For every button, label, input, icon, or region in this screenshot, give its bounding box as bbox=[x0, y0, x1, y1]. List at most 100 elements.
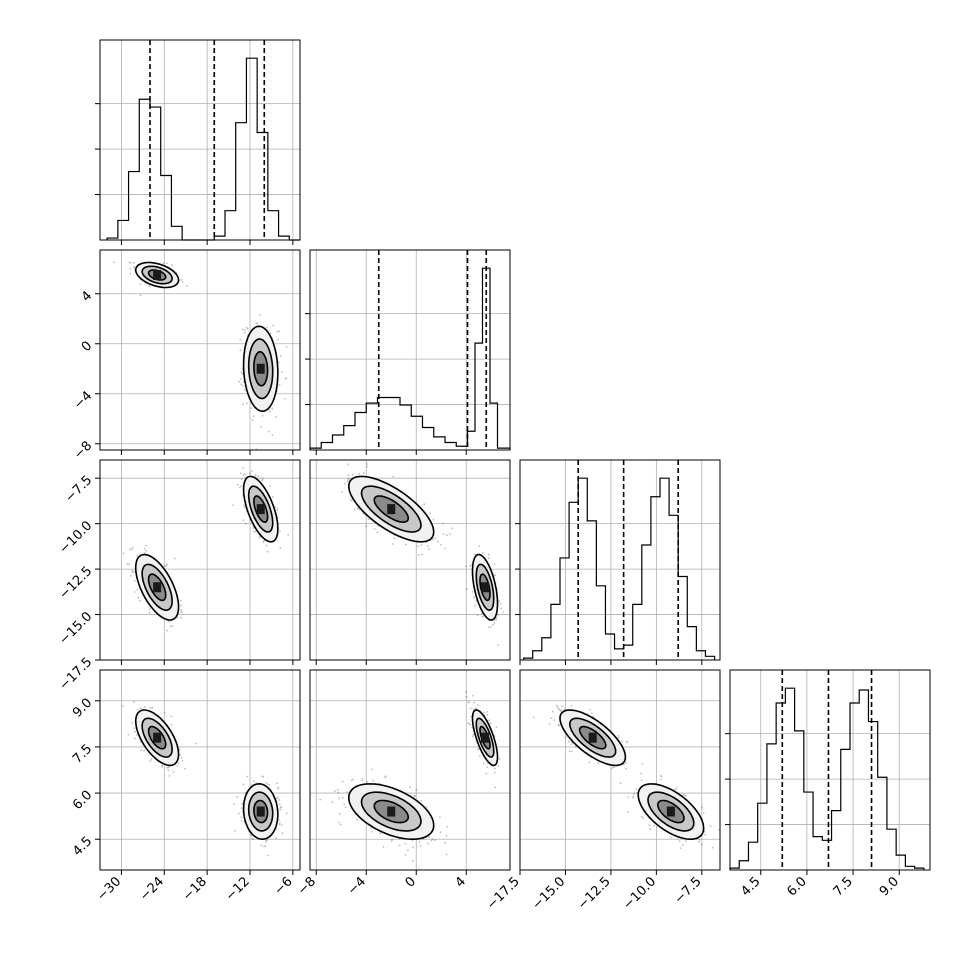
sample-point bbox=[670, 836, 673, 839]
sample-point bbox=[653, 824, 656, 827]
density-core-3-2-1 bbox=[666, 806, 675, 817]
sample-point bbox=[129, 272, 132, 275]
sample-point bbox=[497, 613, 500, 616]
sample-point bbox=[243, 504, 245, 506]
panel-1-0: −8 −4 0 4 bbox=[71, 249, 301, 463]
sample-point bbox=[143, 749, 146, 752]
sample-point bbox=[346, 791, 348, 794]
sample-point bbox=[256, 322, 259, 325]
sample-point bbox=[679, 847, 682, 849]
sample-point bbox=[333, 790, 336, 793]
sample-point bbox=[476, 704, 479, 706]
sample-point bbox=[172, 771, 175, 773]
sample-point bbox=[255, 322, 258, 325]
sample-point bbox=[373, 528, 376, 530]
sample-point bbox=[465, 691, 468, 694]
sample-point bbox=[128, 563, 130, 566]
sample-point bbox=[659, 778, 662, 781]
ytick-label-3-2: 7.5 bbox=[70, 742, 95, 767]
sample-point bbox=[240, 485, 243, 487]
sample-point bbox=[250, 407, 253, 409]
sample-point bbox=[640, 779, 643, 782]
sample-point bbox=[532, 716, 535, 719]
sample-point bbox=[279, 530, 281, 533]
sample-point bbox=[258, 536, 261, 539]
sample-point bbox=[385, 775, 387, 778]
sample-point bbox=[134, 737, 137, 740]
sample-point bbox=[698, 841, 700, 844]
sample-point bbox=[261, 414, 264, 417]
sample-point bbox=[268, 783, 271, 786]
sample-point bbox=[343, 803, 346, 806]
sample-point bbox=[341, 780, 344, 783]
sample-point bbox=[243, 506, 246, 509]
sample-point bbox=[261, 775, 264, 778]
sample-point bbox=[148, 608, 151, 611]
sample-point bbox=[244, 523, 247, 525]
sample-point bbox=[128, 261, 131, 263]
sample-point bbox=[356, 507, 359, 510]
contour-1-0-1-1 bbox=[247, 338, 274, 400]
contour-2-0-0-0 bbox=[134, 553, 180, 621]
sample-point bbox=[471, 694, 474, 697]
density-core-2-0-0 bbox=[153, 582, 162, 593]
sample-point bbox=[625, 767, 627, 770]
sample-point bbox=[178, 748, 181, 751]
sample-point bbox=[570, 743, 573, 746]
sample-point bbox=[559, 710, 562, 713]
sample-point bbox=[414, 794, 417, 797]
sample-point bbox=[232, 504, 235, 506]
sample-point bbox=[548, 723, 551, 726]
density-core-2-1-1 bbox=[387, 504, 396, 515]
sample-point bbox=[180, 611, 182, 613]
sample-point bbox=[431, 838, 434, 840]
ytick-label-1-1: −4 bbox=[71, 388, 95, 412]
sample-point bbox=[278, 823, 281, 826]
sample-point bbox=[362, 472, 365, 474]
sample-point bbox=[685, 840, 687, 842]
sample-point bbox=[149, 707, 152, 710]
sample-point bbox=[617, 737, 620, 739]
sample-point bbox=[240, 383, 243, 386]
sample-point bbox=[467, 722, 470, 724]
sample-point bbox=[553, 719, 556, 721]
sample-point bbox=[140, 749, 143, 752]
sample-point bbox=[133, 571, 136, 573]
contour-3-1-0-0 bbox=[471, 709, 499, 767]
sample-point bbox=[550, 717, 553, 720]
panel-3-1: −8 −4 0 4 bbox=[295, 669, 511, 898]
sample-point bbox=[280, 806, 283, 809]
sample-point bbox=[257, 475, 260, 478]
sample-point bbox=[239, 472, 242, 475]
sample-point bbox=[263, 539, 265, 542]
sample-point bbox=[252, 838, 255, 841]
sample-point bbox=[382, 845, 385, 848]
sample-point bbox=[277, 338, 280, 341]
sample-point bbox=[682, 794, 685, 796]
sample-point bbox=[278, 803, 281, 806]
sample-point bbox=[500, 607, 502, 610]
sample-point bbox=[136, 588, 139, 591]
sample-point bbox=[497, 764, 500, 767]
sample-point bbox=[551, 710, 554, 713]
sample-point bbox=[468, 701, 471, 703]
sample-point bbox=[392, 543, 394, 545]
sample-point bbox=[477, 748, 479, 751]
sample-point bbox=[261, 478, 264, 481]
sample-point bbox=[240, 816, 243, 819]
sample-point bbox=[498, 758, 501, 760]
sample-point bbox=[372, 779, 374, 782]
sample-point bbox=[168, 766, 170, 769]
contour-3-2-1-0 bbox=[637, 783, 705, 840]
sample-point bbox=[241, 373, 244, 375]
sample-point bbox=[148, 285, 151, 288]
sample-point bbox=[285, 812, 288, 815]
sample-point bbox=[470, 564, 473, 566]
sample-point bbox=[490, 626, 492, 628]
panel-frame-1-0 bbox=[99, 249, 301, 451]
sample-point bbox=[617, 735, 620, 737]
sample-point bbox=[126, 563, 129, 565]
sample-point bbox=[167, 620, 170, 623]
sample-point bbox=[246, 775, 249, 778]
